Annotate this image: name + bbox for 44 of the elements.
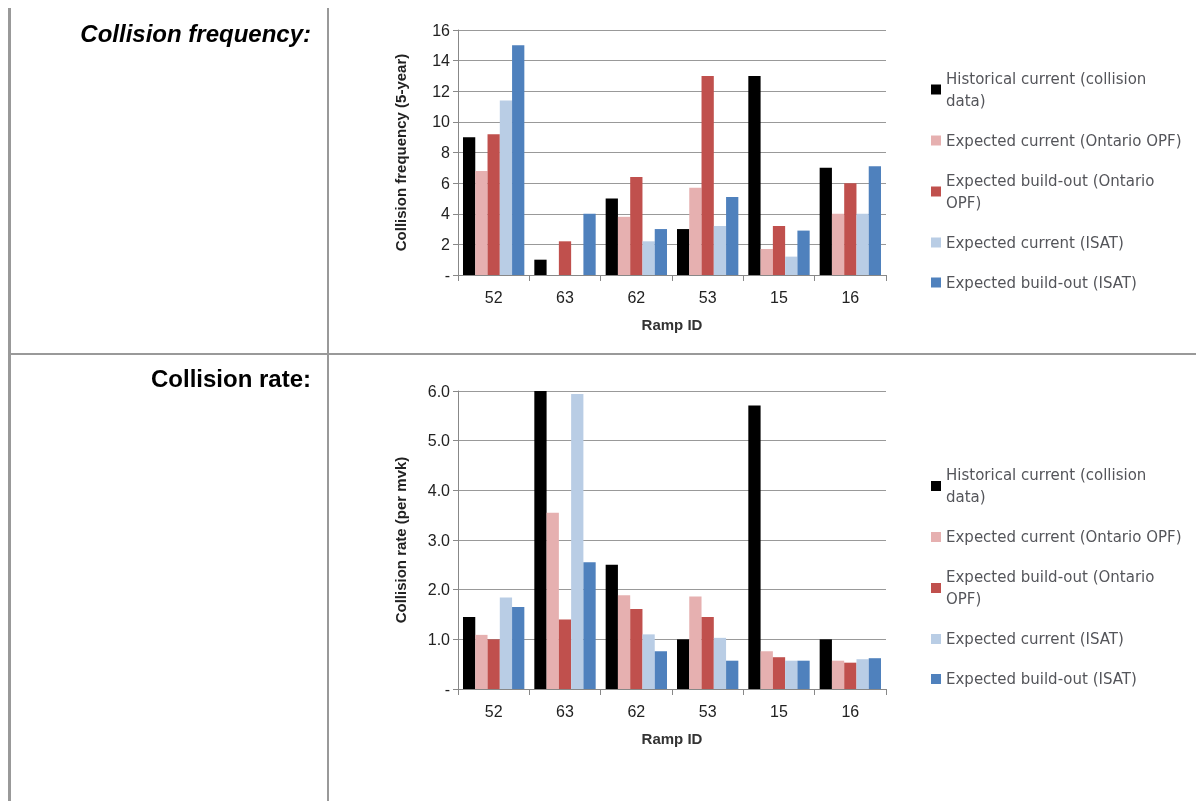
x-tick-label: 63 xyxy=(556,702,574,720)
y-tick-label: 10 xyxy=(432,113,451,131)
x-tick-label: 63 xyxy=(556,288,574,306)
legend-label: Expected current (ISAT) xyxy=(946,630,1124,648)
y-tick-label: 14 xyxy=(432,52,451,70)
y-tick-label: 8 xyxy=(441,144,451,161)
y-tick-label: 3.0 xyxy=(427,531,451,549)
y-tick-label: - xyxy=(444,680,450,698)
legend-label: Historical current (collision data) xyxy=(946,69,1152,110)
x-tick-label: 15 xyxy=(770,288,788,306)
legend-label: Expected build-out (ISAT) xyxy=(946,273,1137,292)
y-axis-title: Collision rate (per mvk) xyxy=(392,456,409,624)
x-tick-label: 53 xyxy=(698,702,717,720)
legend-label: Expected current (ISAT) xyxy=(946,233,1124,252)
x-tick-label: 52 xyxy=(484,288,503,306)
text: Collision frequency: xyxy=(80,19,312,47)
legend-label: Expected current (Ontario OPF) xyxy=(946,528,1182,546)
y-axis-title: Collision frequency (5-year) xyxy=(392,53,409,252)
y-tick-label: 1.0 xyxy=(427,630,451,648)
x-tick-label: 62 xyxy=(627,288,646,306)
y-tick-label: - xyxy=(444,266,450,284)
y-tick-label: 2 xyxy=(441,235,451,253)
y-tick-label: 2.0 xyxy=(427,581,451,599)
y-tick-label: 6.0 xyxy=(427,382,451,400)
y-tick-label: 4 xyxy=(441,205,451,223)
legend-label: Expected build-out (ISAT) xyxy=(946,670,1137,688)
x-tick-label: 52 xyxy=(484,702,503,720)
x-axis-title: Ramp ID xyxy=(641,730,703,747)
y-tick-label: 6 xyxy=(441,174,451,192)
x-axis-title: Ramp ID xyxy=(641,316,703,333)
x-tick-label: 16 xyxy=(841,288,860,306)
y-tick-label: 12 xyxy=(432,82,451,100)
y-tick-label: 4.0 xyxy=(427,481,451,499)
text: Collision rate: xyxy=(150,364,312,392)
y-tick-label: 5.0 xyxy=(427,432,451,450)
legend-label: Expected current (Ontario OPF) xyxy=(946,131,1182,150)
x-tick-label: 53 xyxy=(698,288,717,306)
x-tick-label: 15 xyxy=(770,702,788,720)
legend-label: Historical current (collision data) xyxy=(946,466,1152,506)
legend-label: Expected build-out (Ontario OPF) xyxy=(946,568,1160,608)
x-tick-label: 16 xyxy=(841,702,860,720)
y-tick-label: 16 xyxy=(432,21,451,39)
legend-label: Expected build-out (Ontario OPF) xyxy=(946,171,1160,212)
x-tick-label: 62 xyxy=(627,702,646,720)
